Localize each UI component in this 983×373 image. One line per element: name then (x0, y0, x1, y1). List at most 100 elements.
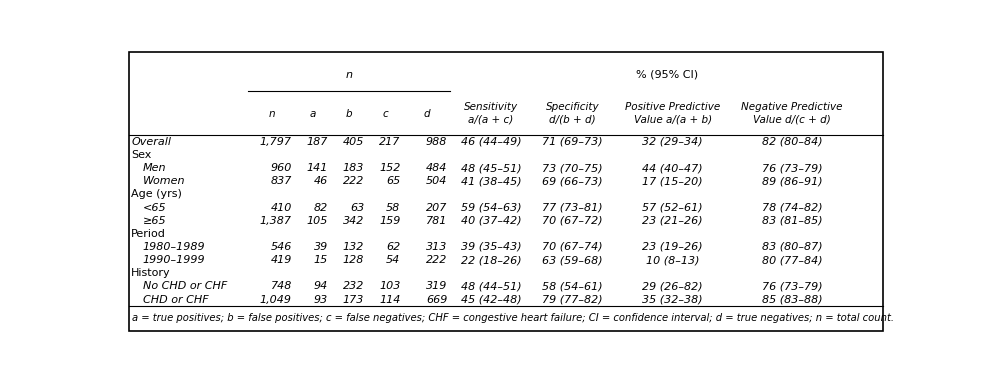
Text: 70 (67–72): 70 (67–72) (543, 216, 603, 226)
Text: 132: 132 (343, 242, 365, 252)
Text: 59 (54–63): 59 (54–63) (461, 203, 521, 213)
Text: 342: 342 (343, 216, 365, 226)
Text: b: b (346, 109, 353, 119)
Text: 32 (29–34): 32 (29–34) (643, 137, 703, 147)
Text: Period: Period (132, 229, 166, 239)
Text: a = true positives; b = false positives; c = false negatives; CHF = congestive h: a = true positives; b = false positives;… (132, 313, 894, 323)
Text: 46 (44–49): 46 (44–49) (461, 137, 521, 147)
Text: Negative Predictive
Value d/(c + d): Negative Predictive Value d/(c + d) (741, 103, 842, 125)
Text: 63 (59–68): 63 (59–68) (543, 255, 603, 265)
Text: Sex: Sex (132, 150, 151, 160)
Text: CHD or CHF: CHD or CHF (143, 295, 208, 304)
Text: 46: 46 (314, 176, 328, 186)
Text: 152: 152 (379, 163, 400, 173)
Text: 69 (66–73): 69 (66–73) (543, 176, 603, 186)
Text: 217: 217 (379, 137, 400, 147)
Text: 48 (44–51): 48 (44–51) (461, 281, 521, 291)
Text: Overall: Overall (132, 137, 171, 147)
Text: 988: 988 (426, 137, 447, 147)
Text: 222: 222 (343, 176, 365, 186)
Text: 65: 65 (386, 176, 400, 186)
Text: c: c (382, 109, 388, 119)
Text: 35 (32–38): 35 (32–38) (643, 295, 703, 304)
Text: 63: 63 (350, 203, 365, 213)
Text: 103: 103 (379, 281, 400, 291)
Text: History: History (132, 268, 171, 278)
Text: Age (yrs): Age (yrs) (132, 189, 182, 200)
Text: 837: 837 (270, 176, 292, 186)
Text: 82 (80–84): 82 (80–84) (762, 137, 822, 147)
Text: 40 (37–42): 40 (37–42) (461, 216, 521, 226)
Text: No CHD or CHF: No CHD or CHF (143, 281, 227, 291)
Text: Positive Predictive
Value a/(a + b): Positive Predictive Value a/(a + b) (625, 103, 721, 125)
Text: 405: 405 (343, 137, 365, 147)
Text: Women: Women (143, 176, 185, 186)
Text: 10 (8–13): 10 (8–13) (646, 255, 700, 265)
Text: 232: 232 (343, 281, 365, 291)
Text: 128: 128 (343, 255, 365, 265)
Text: 93: 93 (314, 295, 328, 304)
Text: 484: 484 (426, 163, 447, 173)
Text: 71 (69–73): 71 (69–73) (543, 137, 603, 147)
Text: 83 (80–87): 83 (80–87) (762, 242, 822, 252)
Text: 76 (73–79): 76 (73–79) (762, 281, 822, 291)
Text: % (95% CI): % (95% CI) (636, 70, 698, 80)
Text: 319: 319 (426, 281, 447, 291)
Text: 41 (38–45): 41 (38–45) (461, 176, 521, 186)
Text: 23 (21–26): 23 (21–26) (643, 216, 703, 226)
Text: 70 (67–74): 70 (67–74) (543, 242, 603, 252)
Text: 39: 39 (314, 242, 328, 252)
Text: 1980–1989: 1980–1989 (143, 242, 205, 252)
Text: 183: 183 (343, 163, 365, 173)
Text: Sensitivity
a/(a + c): Sensitivity a/(a + c) (464, 103, 518, 125)
Text: 89 (86–91): 89 (86–91) (762, 176, 822, 186)
Text: 94: 94 (314, 281, 328, 291)
Text: 44 (40–47): 44 (40–47) (643, 163, 703, 173)
Text: 22 (18–26): 22 (18–26) (461, 255, 521, 265)
Text: 173: 173 (343, 295, 365, 304)
Text: 669: 669 (426, 295, 447, 304)
Text: 781: 781 (426, 216, 447, 226)
Text: 78 (74–82): 78 (74–82) (762, 203, 822, 213)
Text: d: d (424, 109, 431, 119)
Text: 58: 58 (386, 203, 400, 213)
Text: 23 (19–26): 23 (19–26) (643, 242, 703, 252)
Text: Specificity
d/(b + d): Specificity d/(b + d) (546, 103, 600, 125)
Text: Men: Men (143, 163, 166, 173)
Text: 57 (52–61): 57 (52–61) (643, 203, 703, 213)
Text: 39 (35–43): 39 (35–43) (461, 242, 521, 252)
Text: 748: 748 (270, 281, 292, 291)
Text: 187: 187 (307, 137, 328, 147)
Text: 114: 114 (379, 295, 400, 304)
Text: 77 (73–81): 77 (73–81) (543, 203, 603, 213)
Text: 82: 82 (314, 203, 328, 213)
Text: 83 (81–85): 83 (81–85) (762, 216, 822, 226)
Text: <65: <65 (143, 203, 166, 213)
Text: 1990–1999: 1990–1999 (143, 255, 205, 265)
Text: 504: 504 (426, 176, 447, 186)
Text: 960: 960 (270, 163, 292, 173)
Text: 48 (45–51): 48 (45–51) (461, 163, 521, 173)
Text: 222: 222 (426, 255, 447, 265)
Text: 419: 419 (270, 255, 292, 265)
Text: 62: 62 (386, 242, 400, 252)
Text: ≥65: ≥65 (143, 216, 166, 226)
Text: 410: 410 (270, 203, 292, 213)
Text: 17 (15–20): 17 (15–20) (643, 176, 703, 186)
Text: 1,797: 1,797 (260, 137, 292, 147)
Text: 79 (77–82): 79 (77–82) (543, 295, 603, 304)
Text: 207: 207 (426, 203, 447, 213)
Text: 1,049: 1,049 (260, 295, 292, 304)
Text: 45 (42–48): 45 (42–48) (461, 295, 521, 304)
Text: n: n (346, 70, 353, 80)
Text: n: n (268, 109, 275, 119)
Text: 85 (83–88): 85 (83–88) (762, 295, 822, 304)
Text: 29 (26–82): 29 (26–82) (643, 281, 703, 291)
Text: 141: 141 (307, 163, 328, 173)
Text: 80 (77–84): 80 (77–84) (762, 255, 822, 265)
Text: 546: 546 (270, 242, 292, 252)
Text: 54: 54 (386, 255, 400, 265)
Text: 58 (54–61): 58 (54–61) (543, 281, 603, 291)
Text: a: a (310, 109, 317, 119)
Text: 1,387: 1,387 (260, 216, 292, 226)
